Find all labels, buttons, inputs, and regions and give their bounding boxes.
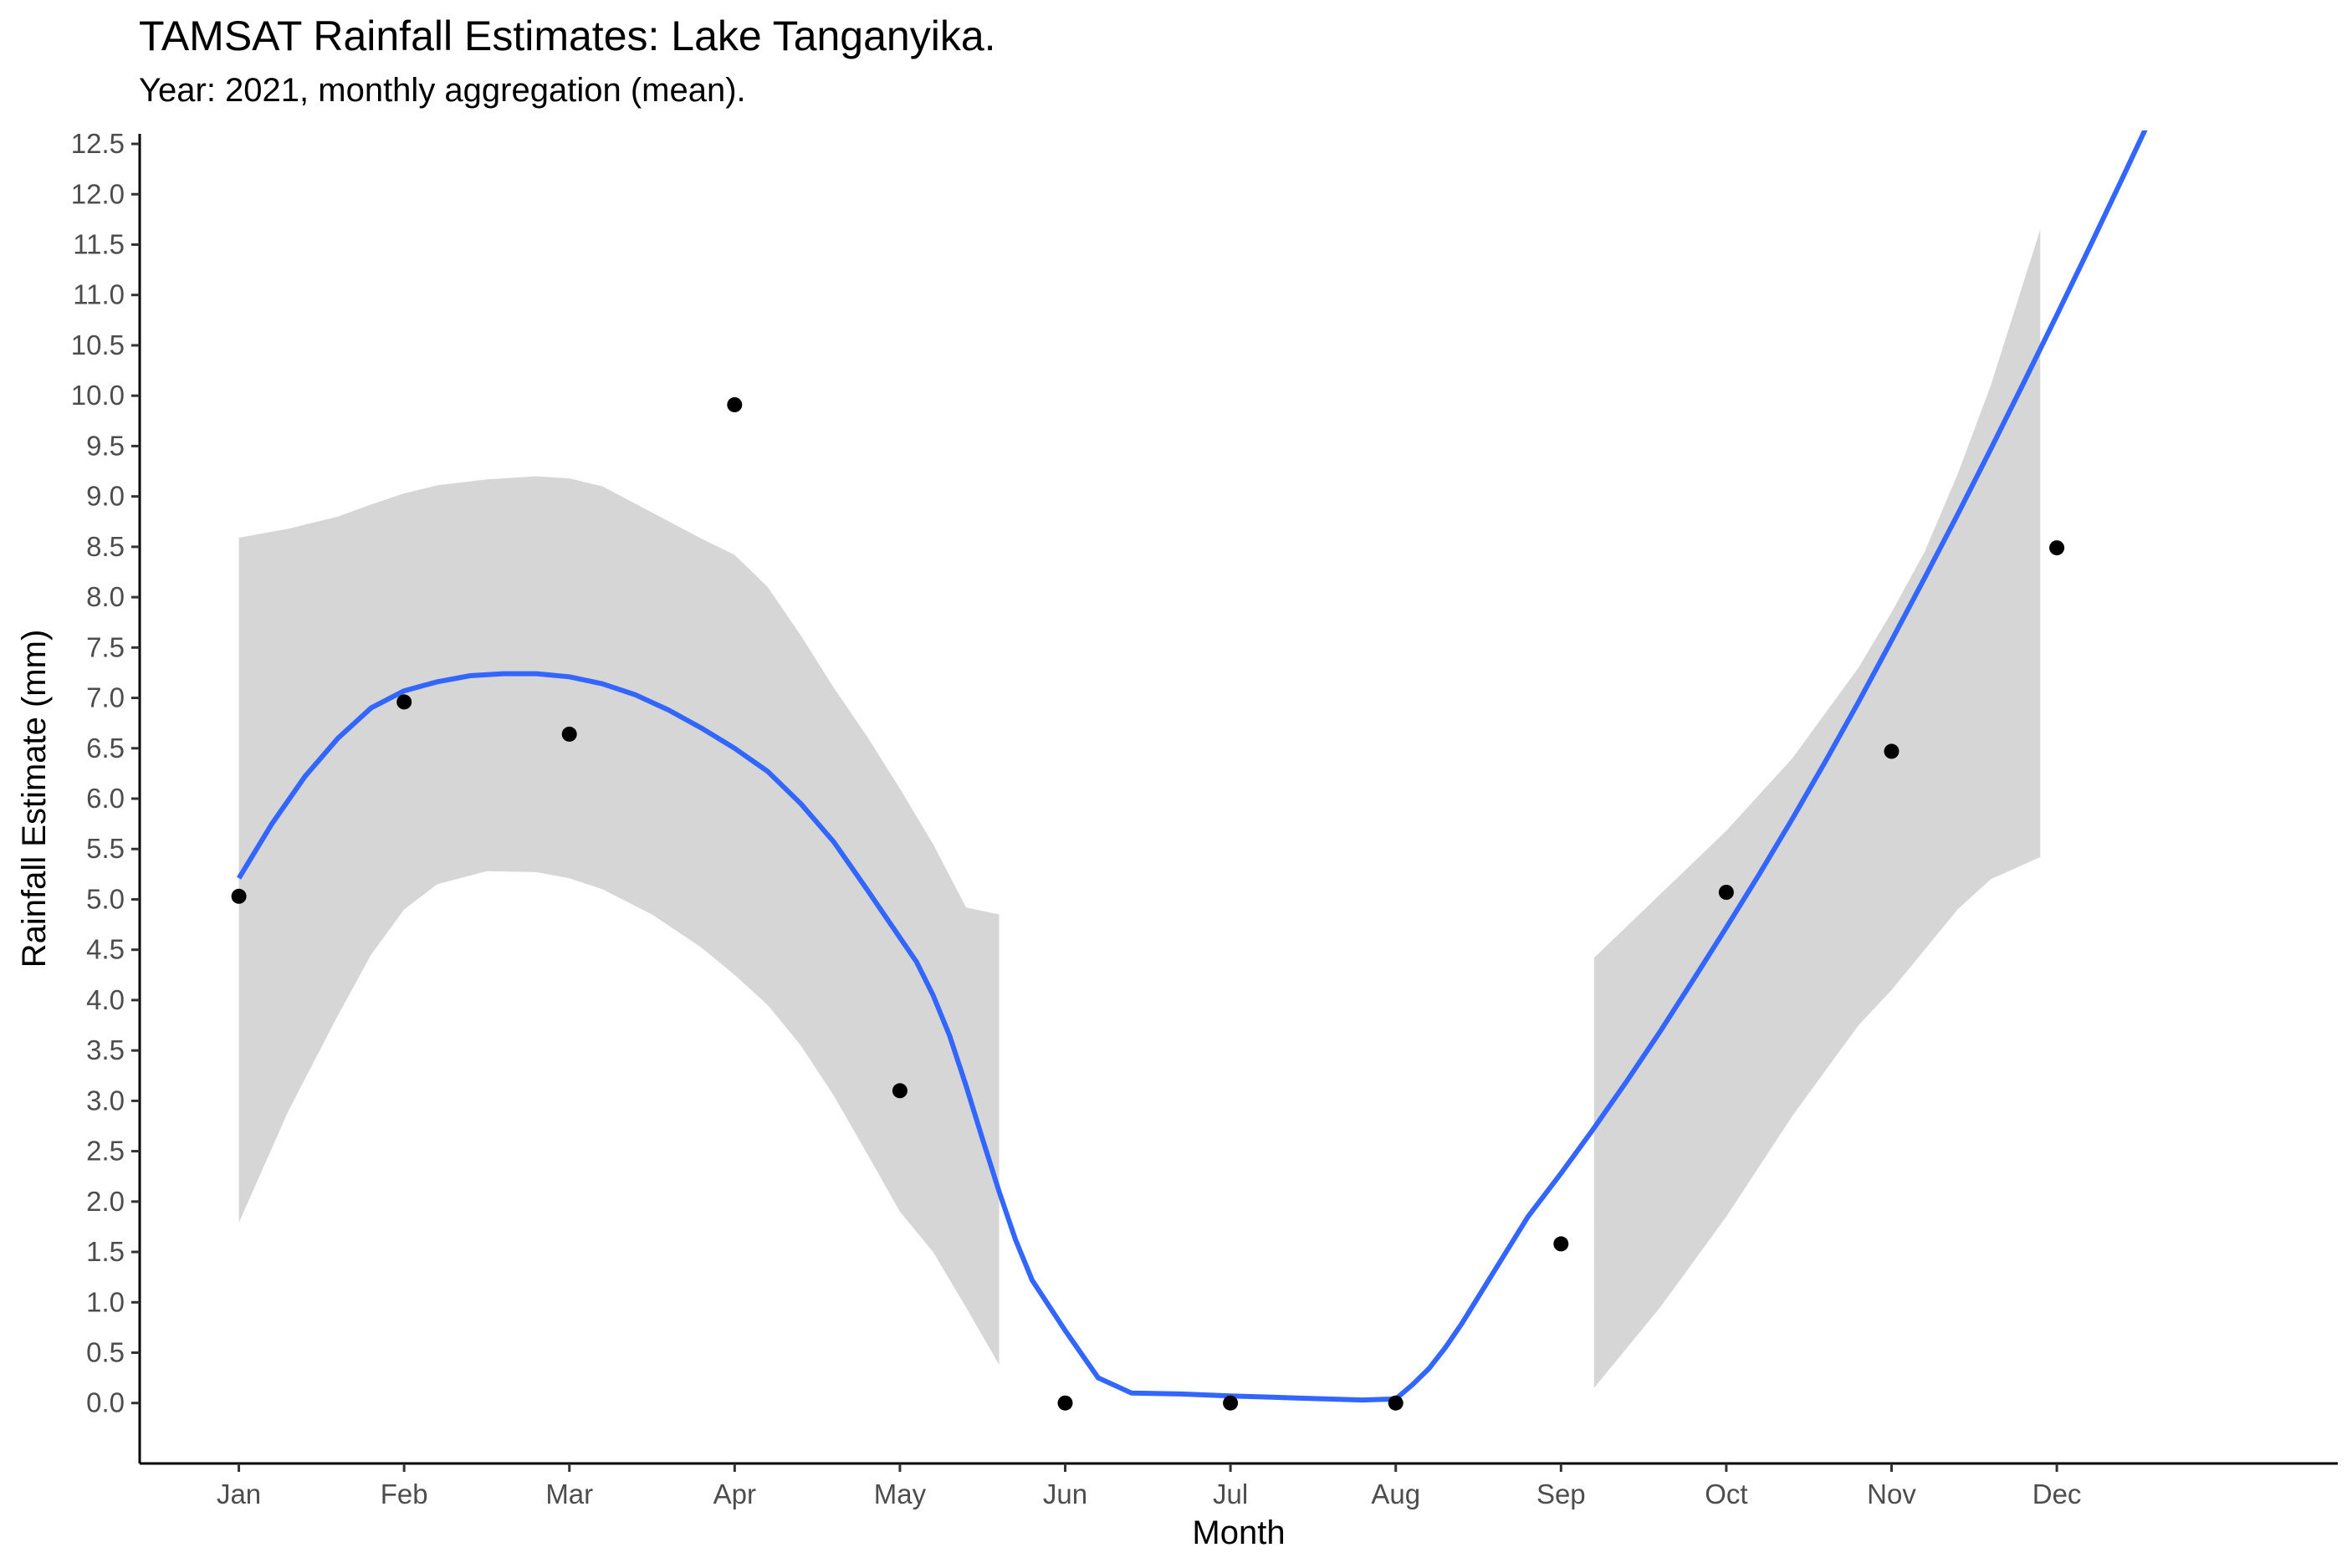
- x-tick-group: Jan Feb Mar Apr May Jun Jul Aug Sep Oct Nov Dec: [217, 1463, 2081, 1509]
- y-tick-label: 11.0: [73, 279, 125, 310]
- y-tick-label: 5.0: [86, 883, 125, 914]
- y-tick-label: 0.0: [86, 1387, 125, 1418]
- y-tick-label: 0.5: [86, 1337, 125, 1368]
- y-tick-label: 3.5: [86, 1034, 125, 1065]
- y-tick-label: 4.0: [86, 984, 125, 1015]
- y-tick-label: 10.0: [71, 380, 125, 411]
- x-tick-label-oct: Oct: [1705, 1479, 1747, 1509]
- y-tick-label: 3.0: [86, 1085, 125, 1116]
- x-tick-label-nov: Nov: [1867, 1479, 1916, 1509]
- chart-title: TAMSAT Rainfall Estimates: Lake Tanganyi…: [139, 13, 996, 59]
- y-tick-label: 1.0: [86, 1286, 125, 1317]
- y-tick-label: 4.5: [86, 934, 125, 965]
- x-axis-title: Month: [1192, 1514, 1285, 1551]
- y-tick-label: 12.0: [71, 178, 125, 209]
- x-tick-label-apr: Apr: [713, 1479, 756, 1509]
- data-point-apr: [727, 397, 743, 412]
- smooth-trend-line: [237, 130, 2148, 1403]
- data-point-dec: [2049, 540, 2065, 556]
- y-tick-label: 7.5: [86, 631, 125, 662]
- data-point-nov: [1884, 743, 1899, 759]
- data-point-sep: [1553, 1236, 1569, 1252]
- data-point-mar: [561, 726, 577, 742]
- y-tick-label: 8.0: [86, 581, 125, 612]
- y-tick-label: 11.5: [73, 229, 125, 260]
- confidence-band-2: [1593, 229, 2041, 1388]
- data-point-may: [892, 1083, 908, 1099]
- data-point-layer: [231, 397, 2065, 1411]
- data-point-feb: [396, 694, 412, 710]
- y-tick-label: 2.0: [86, 1186, 125, 1217]
- y-tick-label: 6.5: [86, 733, 125, 764]
- chart-subtitle: Year: 2021, monthly aggregation (mean).: [139, 72, 746, 109]
- x-tick-label-jul: Jul: [1213, 1479, 1248, 1509]
- y-axis-title: Rainfall Estimate (mm): [16, 630, 53, 968]
- y-tick-label: 9.5: [86, 430, 125, 461]
- data-point-jul: [1223, 1395, 1239, 1411]
- smooth-line-layer: [237, 130, 2148, 1403]
- x-tick-label-feb: Feb: [381, 1479, 428, 1509]
- y-tick-label: 10.5: [71, 329, 125, 360]
- y-tick-label: 7.0: [86, 682, 125, 713]
- y-tick-label: 12.5: [71, 128, 125, 159]
- y-tick-label: 1.5: [86, 1236, 125, 1267]
- y-tick-label: 6.0: [86, 783, 125, 814]
- axis-layer: 0.0 0.5 1.0 1.5 2.0 2.5 3.0 3.5 4.0 4.5 5.0 5.5 6.0 6…: [71, 128, 2338, 1509]
- x-tick-label-may: May: [874, 1479, 927, 1509]
- x-tick-label-sep: Sep: [1536, 1479, 1586, 1509]
- x-tick-label-mar: Mar: [545, 1479, 593, 1509]
- x-tick-label-dec: Dec: [2032, 1479, 2082, 1509]
- y-tick-label: 5.5: [86, 833, 125, 864]
- data-point-jun: [1057, 1395, 1073, 1411]
- y-tick-label: 8.5: [86, 531, 125, 562]
- confidence-band-1: [238, 476, 1000, 1365]
- data-point-oct: [1718, 885, 1734, 900]
- y-tick-group: 0.0 0.5 1.0 1.5 2.0 2.5 3.0 3.5 4.0 4.5 5.0 5.5 6.0 6…: [71, 128, 140, 1418]
- x-tick-label-jan: Jan: [217, 1479, 261, 1509]
- data-point-jan: [231, 888, 247, 904]
- y-tick-label: 2.5: [86, 1136, 125, 1167]
- x-tick-label-jun: Jun: [1043, 1479, 1087, 1509]
- x-tick-label-aug: Aug: [1371, 1479, 1420, 1509]
- confidence-band-layer: [238, 229, 2041, 1388]
- data-point-aug: [1388, 1395, 1404, 1411]
- y-tick-label: 9.0: [86, 481, 125, 512]
